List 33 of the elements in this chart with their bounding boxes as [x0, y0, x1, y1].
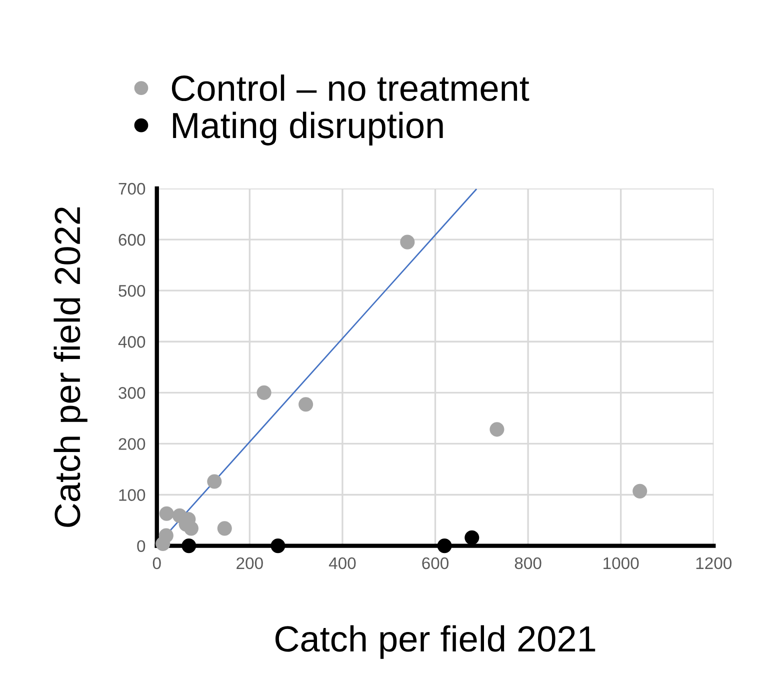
point — [159, 506, 174, 521]
y-tick-label: 500 — [118, 284, 146, 297]
point — [298, 397, 314, 412]
y-axis-title: Catch per field 2022 — [54, 207, 88, 527]
y-tick-label: 700 — [118, 182, 146, 195]
y-tick-label: 300 — [118, 387, 146, 399]
point — [217, 521, 232, 536]
point — [256, 385, 272, 400]
x-tick-label: 0 — [152, 557, 161, 570]
y-tick-label: 0 — [137, 540, 146, 552]
point — [184, 521, 198, 536]
point — [270, 538, 286, 554]
point — [400, 234, 415, 250]
x-axis-title: Catch per field 2021 — [276, 625, 596, 659]
x-tick-label: 400 — [328, 557, 356, 570]
point — [437, 538, 452, 554]
legend-label: Mating disruption — [173, 112, 443, 146]
y-tick-label: 600 — [118, 234, 146, 246]
y-tick-label: 100 — [119, 489, 146, 501]
x-tick-label: 200 — [236, 557, 263, 570]
point — [207, 474, 222, 489]
point — [464, 530, 480, 545]
point — [490, 422, 504, 437]
x-tick-label: 1200 — [696, 557, 732, 570]
point — [632, 484, 648, 498]
point — [156, 536, 170, 552]
x-tick-label: 600 — [422, 557, 449, 570]
point — [182, 538, 196, 554]
y-tick-label: 200 — [118, 438, 146, 450]
x-tick-label: 1000 — [604, 557, 639, 570]
x-tick-label: 800 — [514, 557, 542, 570]
legend-label: Control – no treatment — [172, 74, 530, 102]
y-tick-label: 400 — [118, 336, 146, 348]
